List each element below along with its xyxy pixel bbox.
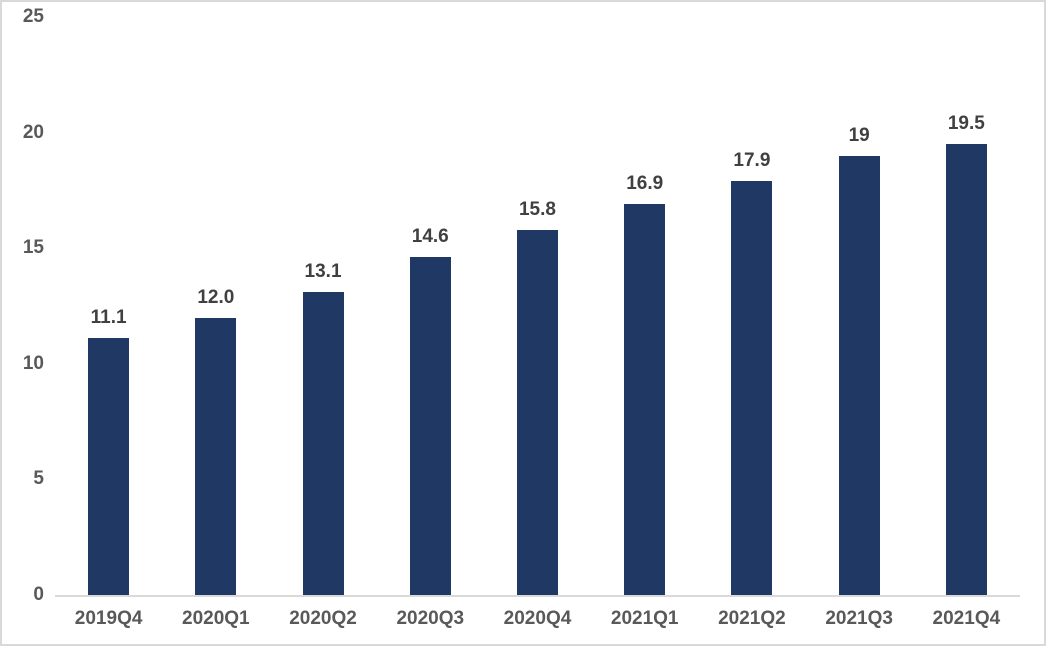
bar-data-label: 13.1 [304,261,342,283]
y-tick-label: 15 [22,237,44,259]
bar-column: 12.0 [195,286,237,595]
x-tick-label: 2021Q1 [610,608,679,629]
bar-data-label: 15.8 [518,198,556,220]
x-axis-labels: 2019Q4 2020Q1 2020Q2 2020Q3 2020Q4 2021Q1 2021… [55,608,1020,630]
x-tick-label: 2019Q4 [74,608,143,629]
x-tick-label: 2021Q2 [718,608,786,629]
bar [624,204,666,595]
x-tick-label: 2020Q4 [503,608,572,629]
bar-data-label: 14.6 [411,226,449,248]
x-tick-label: 2021Q3 [825,608,893,629]
y-tick-label: 20 [22,121,44,143]
bar-column: 11.1 [88,307,130,595]
x-tick-label: 2020Q1 [182,608,250,629]
bar [195,317,237,595]
bar-column: 19.5 [945,113,987,595]
bar [731,181,773,595]
y-tick-label: 10 [22,352,44,374]
bar-data-label: 16.9 [626,173,664,195]
x-axis-line [55,595,1020,597]
bar-column: 16.9 [624,173,666,595]
plot-area: 11.1 12.0 13.1 14.6 15.8 16.9 17.9 19 19.5 [55,2,1020,595]
bar [302,292,344,595]
x-tick-label: 2020Q3 [396,608,465,629]
bar-data-label: 19 [848,124,870,146]
bar-column: 15.8 [516,198,558,595]
bar [945,144,987,595]
x-tick-label: 2021Q4 [932,608,1001,629]
bar-data-label: 19.5 [947,113,985,135]
bar-data-label: 17.9 [733,150,771,172]
bar [88,338,130,595]
bar [838,155,880,595]
y-axis: 0 5 10 15 20 25 [2,2,44,644]
bar-column: 17.9 [731,150,773,595]
x-tick-label: 2020Q2 [289,608,357,629]
bar-column: 14.6 [409,226,451,595]
y-tick-label: 0 [33,584,44,605]
bar-data-label: 12.0 [197,286,235,308]
bar-data-label: 11.1 [90,307,127,329]
bar-column: 19 [838,124,880,595]
bar [516,229,558,595]
y-tick-label: 5 [33,468,44,490]
bar [409,257,451,595]
bar-column: 13.1 [302,261,344,595]
y-tick-label: 25 [22,6,44,27]
